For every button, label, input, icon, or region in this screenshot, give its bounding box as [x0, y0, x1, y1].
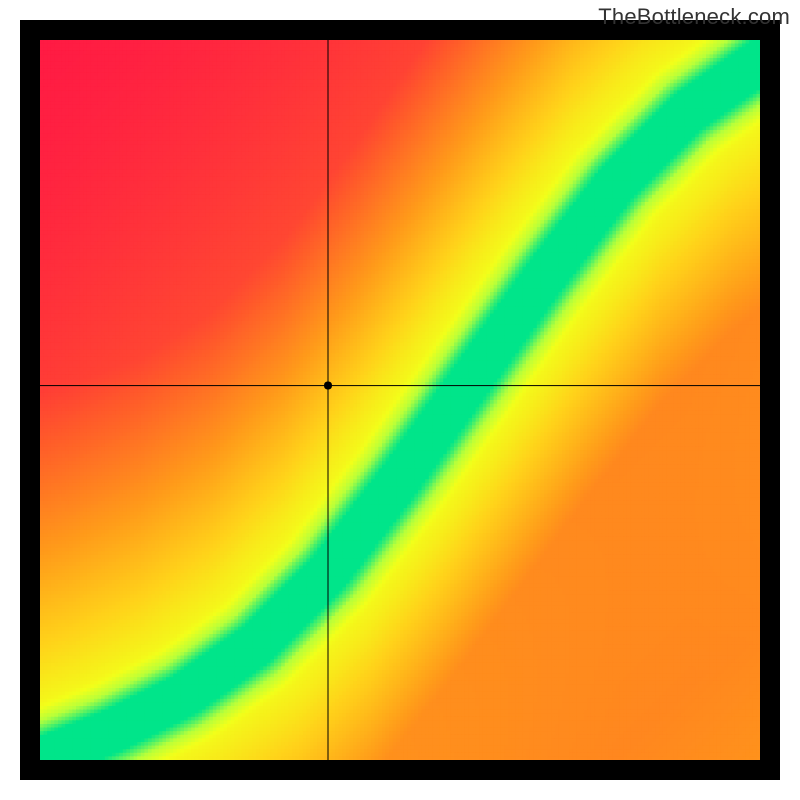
plot-area [20, 20, 780, 780]
watermark-text: TheBottleneck.com [598, 4, 790, 30]
heatmap-canvas [20, 20, 780, 780]
